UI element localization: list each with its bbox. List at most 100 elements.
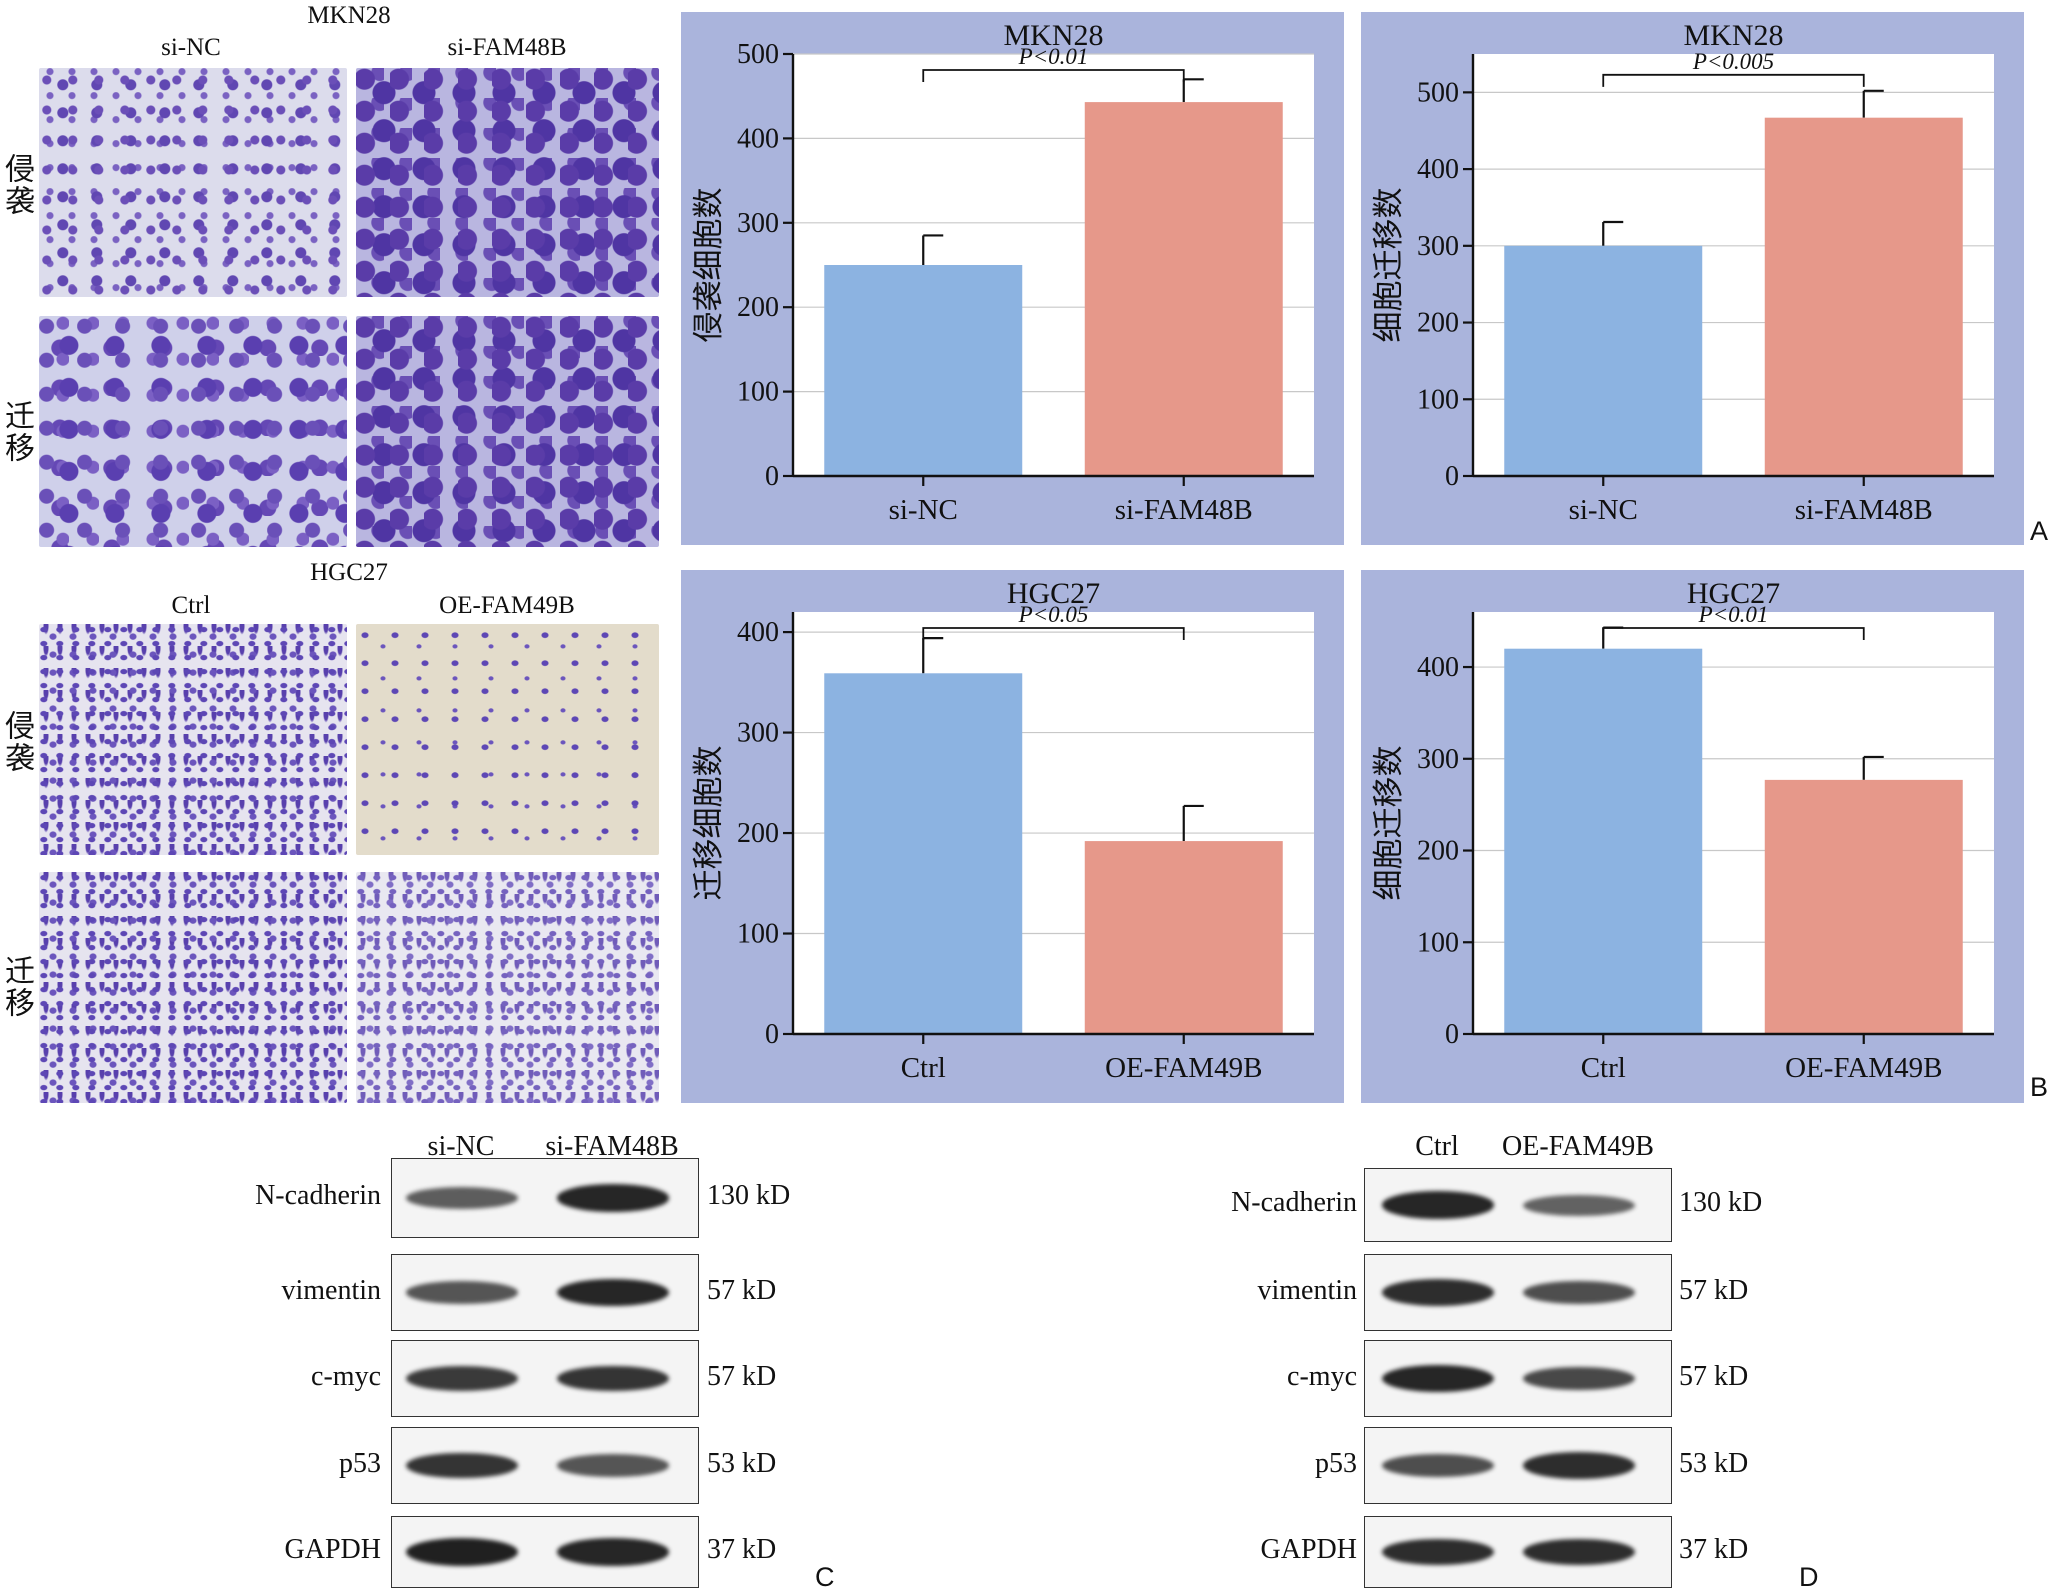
y-tick-label: 400 <box>1417 652 1459 683</box>
bar-control <box>1504 648 1703 1034</box>
lane-label: si-NC <box>427 1131 495 1162</box>
blot-band <box>557 1365 669 1392</box>
bar-control <box>824 673 1023 1034</box>
y-tick-label: 200 <box>737 818 779 849</box>
significance-label: P<0.01 <box>1698 602 1769 627</box>
micrograph-title-mkn28: MKN28 <box>307 2 391 29</box>
y-tick-label: 300 <box>737 718 779 749</box>
y-tick-label: 400 <box>737 617 779 648</box>
y-tick-label: 300 <box>1417 744 1459 775</box>
chart-svg: 0 100 200 300 400 500 si-NC si-FAM48B P<0.01MKN2… <box>691 19 1314 526</box>
micrograph-hgc27-oe-fam49b-migration <box>356 872 659 1103</box>
molecular-weight-label: 37 kD <box>1679 1534 1749 1565</box>
blot-band <box>557 1538 669 1566</box>
protein-label: vimentin <box>1257 1274 1357 1306</box>
row-label-invasion: 侵袭 <box>0 153 34 217</box>
bar-control <box>1504 245 1703 476</box>
significance-label: P<0.01 <box>1018 44 1089 69</box>
y-axis-label: 迁移细胞数 <box>691 746 727 901</box>
blot-strip-c-myc <box>391 1340 699 1417</box>
micrograph-mkn28-si-fam48b-invasion <box>356 68 659 297</box>
blot-band <box>1523 1194 1635 1216</box>
protein-label: N-cadherin <box>1231 1187 1357 1218</box>
molecular-weight-label: 130 kD <box>1679 1187 1763 1218</box>
micrograph-title-hgc27: HGC27 <box>310 559 388 586</box>
blot-band <box>557 1278 669 1307</box>
y-tick-label: 400 <box>1417 154 1459 185</box>
y-tick-label: 0 <box>1445 461 1459 492</box>
blot-band <box>1382 1279 1494 1306</box>
molecular-weight-label: 37 kD <box>707 1534 777 1565</box>
blot-strip-n-cadherin <box>1364 1168 1672 1242</box>
blot-strip-c-myc <box>1364 1340 1672 1417</box>
blot-band <box>406 1365 518 1392</box>
y-tick-label: 200 <box>737 292 779 323</box>
col-label-oe-fam49b: OE-FAM49B <box>439 592 575 619</box>
micrograph-hgc27-oe-fam49b-invasion <box>356 624 659 855</box>
y-axis-label: 细胞迁移数 <box>1371 188 1407 343</box>
x-tick-label: OE-FAM49B <box>1105 1052 1262 1084</box>
panel-letter-a: A <box>2030 516 2049 546</box>
x-tick-label: Ctrl <box>901 1052 946 1084</box>
chart-title: MKN28 <box>1683 19 1783 52</box>
significance-bracket <box>922 627 1185 640</box>
molecular-weight-label: 57 kD <box>707 1274 777 1306</box>
y-tick-label: 100 <box>737 919 779 950</box>
chart-hgc27-migration: 0 100 200 300 400 Ctrl OE-FAM49B P<0.05 HGC27 迁移细… <box>681 570 1344 1103</box>
y-axis-label: 侵袭细胞数 <box>691 188 727 343</box>
y-tick-label: 0 <box>765 461 779 492</box>
y-tick-label: 200 <box>1417 836 1459 867</box>
blot-band <box>406 1538 518 1566</box>
blot-strip-gapdh <box>1364 1516 1672 1588</box>
protein-label: GAPDH <box>1260 1534 1357 1565</box>
panel-letter-d: D <box>1799 1562 1819 1592</box>
micrograph-hgc27-ctrl-invasion <box>39 624 347 855</box>
blot-band <box>1523 1452 1635 1479</box>
lane-label: si-FAM48B <box>545 1131 679 1162</box>
blot-strip-p53 <box>391 1427 699 1504</box>
chart-mkn28-invasion: 0 100 200 300 400 500 si-NC si-FAM48B P<0.01 MKN2… <box>681 12 1344 545</box>
micrograph-hgc27-ctrl-migration <box>39 872 347 1103</box>
bar-treatment <box>1084 102 1283 476</box>
y-tick-label: 300 <box>737 208 779 239</box>
bar-treatment <box>1764 117 1963 476</box>
significance-bracket <box>1602 627 1865 640</box>
blot-band <box>1523 1538 1635 1566</box>
chart-title: HGC27 <box>1687 577 1780 610</box>
blot-band <box>1523 1280 1635 1305</box>
row-label-migration: 迁移 <box>0 955 34 1019</box>
molecular-weight-label: 53 kD <box>1679 1447 1749 1479</box>
col-label-si-fam48b: si-FAM48B <box>447 34 567 61</box>
blot-band <box>1382 1191 1494 1219</box>
protein-label: p53 <box>339 1447 381 1479</box>
col-label-si-nc: si-NC <box>161 34 221 61</box>
blot-band <box>557 1454 669 1477</box>
chart-title: MKN28 <box>1003 19 1103 52</box>
y-tick-label: 100 <box>737 377 779 408</box>
x-tick-label: si-FAM48B <box>1795 494 1933 526</box>
molecular-weight-label: 57 kD <box>1679 1360 1749 1392</box>
micrograph-mkn28-si-nc-invasion <box>39 68 347 297</box>
blot-strip-vimentin <box>1364 1254 1672 1331</box>
y-tick-label: 400 <box>737 123 779 154</box>
blot-band <box>1382 1538 1494 1566</box>
protein-label: vimentin <box>281 1274 381 1306</box>
x-tick-label: Ctrl <box>1581 1052 1626 1084</box>
col-label-ctrl: Ctrl <box>171 592 211 619</box>
row-label-invasion: 侵袭 <box>0 710 34 774</box>
blot-strip-gapdh <box>391 1516 699 1588</box>
significance-label: P<0.005 <box>1692 49 1774 74</box>
blot-strip-p53 <box>1364 1427 1672 1504</box>
blot-band <box>1523 1366 1635 1391</box>
x-tick-label: si-FAM48B <box>1115 494 1253 526</box>
blot-band <box>406 1187 518 1209</box>
y-tick-label: 0 <box>1445 1019 1459 1050</box>
y-axis-label: 细胞迁移数 <box>1371 746 1407 901</box>
bar-control <box>824 265 1023 476</box>
chart-hgc27-cell-migration: 0 100 200 300 400 Ctrl OE-FAM49B P<0.01 HGC27 细胞迁… <box>1361 570 2024 1103</box>
protein-label: p53 <box>1315 1447 1357 1479</box>
molecular-weight-label: 130 kD <box>707 1180 791 1211</box>
panel-letter-c: C <box>815 1562 835 1592</box>
lane-label: OE-FAM49B <box>1502 1131 1654 1162</box>
